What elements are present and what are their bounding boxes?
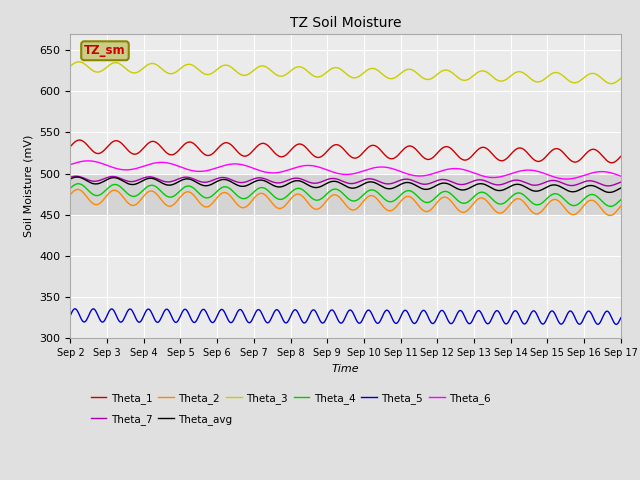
Theta_1 <box>413 148 421 154</box>
Theta_4 <box>429 197 437 203</box>
Theta_4 <box>190 185 198 191</box>
Theta_3 <box>607 81 614 86</box>
Theta_7 <box>219 175 227 180</box>
Theta_5 <box>612 322 620 327</box>
Theta_2 <box>413 201 421 207</box>
Theta_avg <box>67 176 74 182</box>
Theta_4 <box>67 185 74 191</box>
Line: Theta_2: Theta_2 <box>70 190 621 216</box>
Theta_avg <box>190 178 198 184</box>
Theta_1 <box>219 141 227 147</box>
Theta_6 <box>134 165 141 171</box>
Theta_6 <box>219 163 227 169</box>
Line: Theta_4: Theta_4 <box>70 184 621 206</box>
Text: TZ_sm: TZ_sm <box>84 44 126 57</box>
Theta_2 <box>134 200 141 206</box>
Theta_4 <box>74 181 82 187</box>
Theta_7 <box>190 176 198 182</box>
Theta_avg <box>605 190 613 195</box>
Theta_6 <box>413 173 421 179</box>
Theta_4 <box>134 192 141 198</box>
Theta_5 <box>429 321 437 326</box>
Theta_avg <box>219 177 227 182</box>
Line: Theta_7: Theta_7 <box>70 176 621 186</box>
Theta_2 <box>617 203 625 209</box>
Theta_1 <box>429 155 437 160</box>
Theta_avg <box>429 184 437 190</box>
Theta_5 <box>71 306 79 312</box>
Theta_2 <box>606 213 614 218</box>
Theta_7 <box>134 177 141 183</box>
Theta_6 <box>617 173 625 179</box>
Line: Theta_5: Theta_5 <box>70 309 621 324</box>
Theta_7 <box>413 180 421 185</box>
Theta_avg <box>74 174 81 180</box>
Theta_5 <box>190 320 198 325</box>
Theta_3 <box>219 63 227 69</box>
Theta_5 <box>617 315 625 321</box>
Theta_avg <box>617 185 625 191</box>
Line: Theta_3: Theta_3 <box>70 62 621 84</box>
Theta_5 <box>67 312 74 318</box>
Line: Theta_6: Theta_6 <box>70 161 621 179</box>
Theta_1 <box>617 154 625 159</box>
Legend: Theta_7, Theta_avg: Theta_7, Theta_avg <box>86 410 237 429</box>
Theta_7 <box>77 174 85 180</box>
Theta_avg <box>413 183 421 189</box>
Theta_1 <box>67 144 74 149</box>
Bar <box>70 174 621 215</box>
Theta_3 <box>413 71 421 76</box>
Theta_6 <box>77 159 84 165</box>
Y-axis label: Soil Moisture (mV): Soil Moisture (mV) <box>24 135 34 237</box>
Theta_4 <box>77 181 85 187</box>
Theta_1 <box>608 160 616 166</box>
Theta_3 <box>429 74 437 80</box>
Line: Theta_1: Theta_1 <box>70 140 621 163</box>
Theta_5 <box>134 319 141 324</box>
Theta_5 <box>219 307 227 312</box>
Theta_3 <box>75 59 83 65</box>
Theta_1 <box>134 150 141 156</box>
Theta_2 <box>429 204 437 210</box>
Theta_2 <box>77 188 85 193</box>
Theta_3 <box>617 75 625 81</box>
Theta_2 <box>190 192 198 198</box>
Theta_5 <box>413 318 421 324</box>
Theta_avg <box>77 175 85 180</box>
Theta_3 <box>67 63 74 69</box>
Theta_2 <box>74 187 82 192</box>
Theta_4 <box>219 184 227 190</box>
Theta_5 <box>77 316 85 322</box>
X-axis label: Time: Time <box>332 364 360 373</box>
Theta_7 <box>429 179 437 185</box>
Theta_avg <box>134 180 141 186</box>
Theta_2 <box>219 190 227 196</box>
Theta_2 <box>67 192 74 197</box>
Theta_1 <box>76 137 83 143</box>
Theta_7 <box>605 183 612 189</box>
Theta_7 <box>72 173 79 179</box>
Theta_6 <box>190 168 198 174</box>
Theta_4 <box>413 193 421 199</box>
Theta_6 <box>84 158 92 164</box>
Theta_1 <box>77 137 85 143</box>
Theta_4 <box>617 197 625 203</box>
Theta_7 <box>67 174 74 180</box>
Theta_4 <box>607 204 614 209</box>
Theta_1 <box>190 141 198 146</box>
Theta_3 <box>77 60 85 65</box>
Theta_3 <box>134 69 141 75</box>
Theta_3 <box>190 63 198 69</box>
Theta_7 <box>617 179 625 185</box>
Theta_6 <box>429 171 437 177</box>
Title: TZ Soil Moisture: TZ Soil Moisture <box>290 16 401 30</box>
Line: Theta_avg: Theta_avg <box>70 177 621 192</box>
Theta_6 <box>67 162 74 168</box>
Theta_6 <box>563 176 570 182</box>
